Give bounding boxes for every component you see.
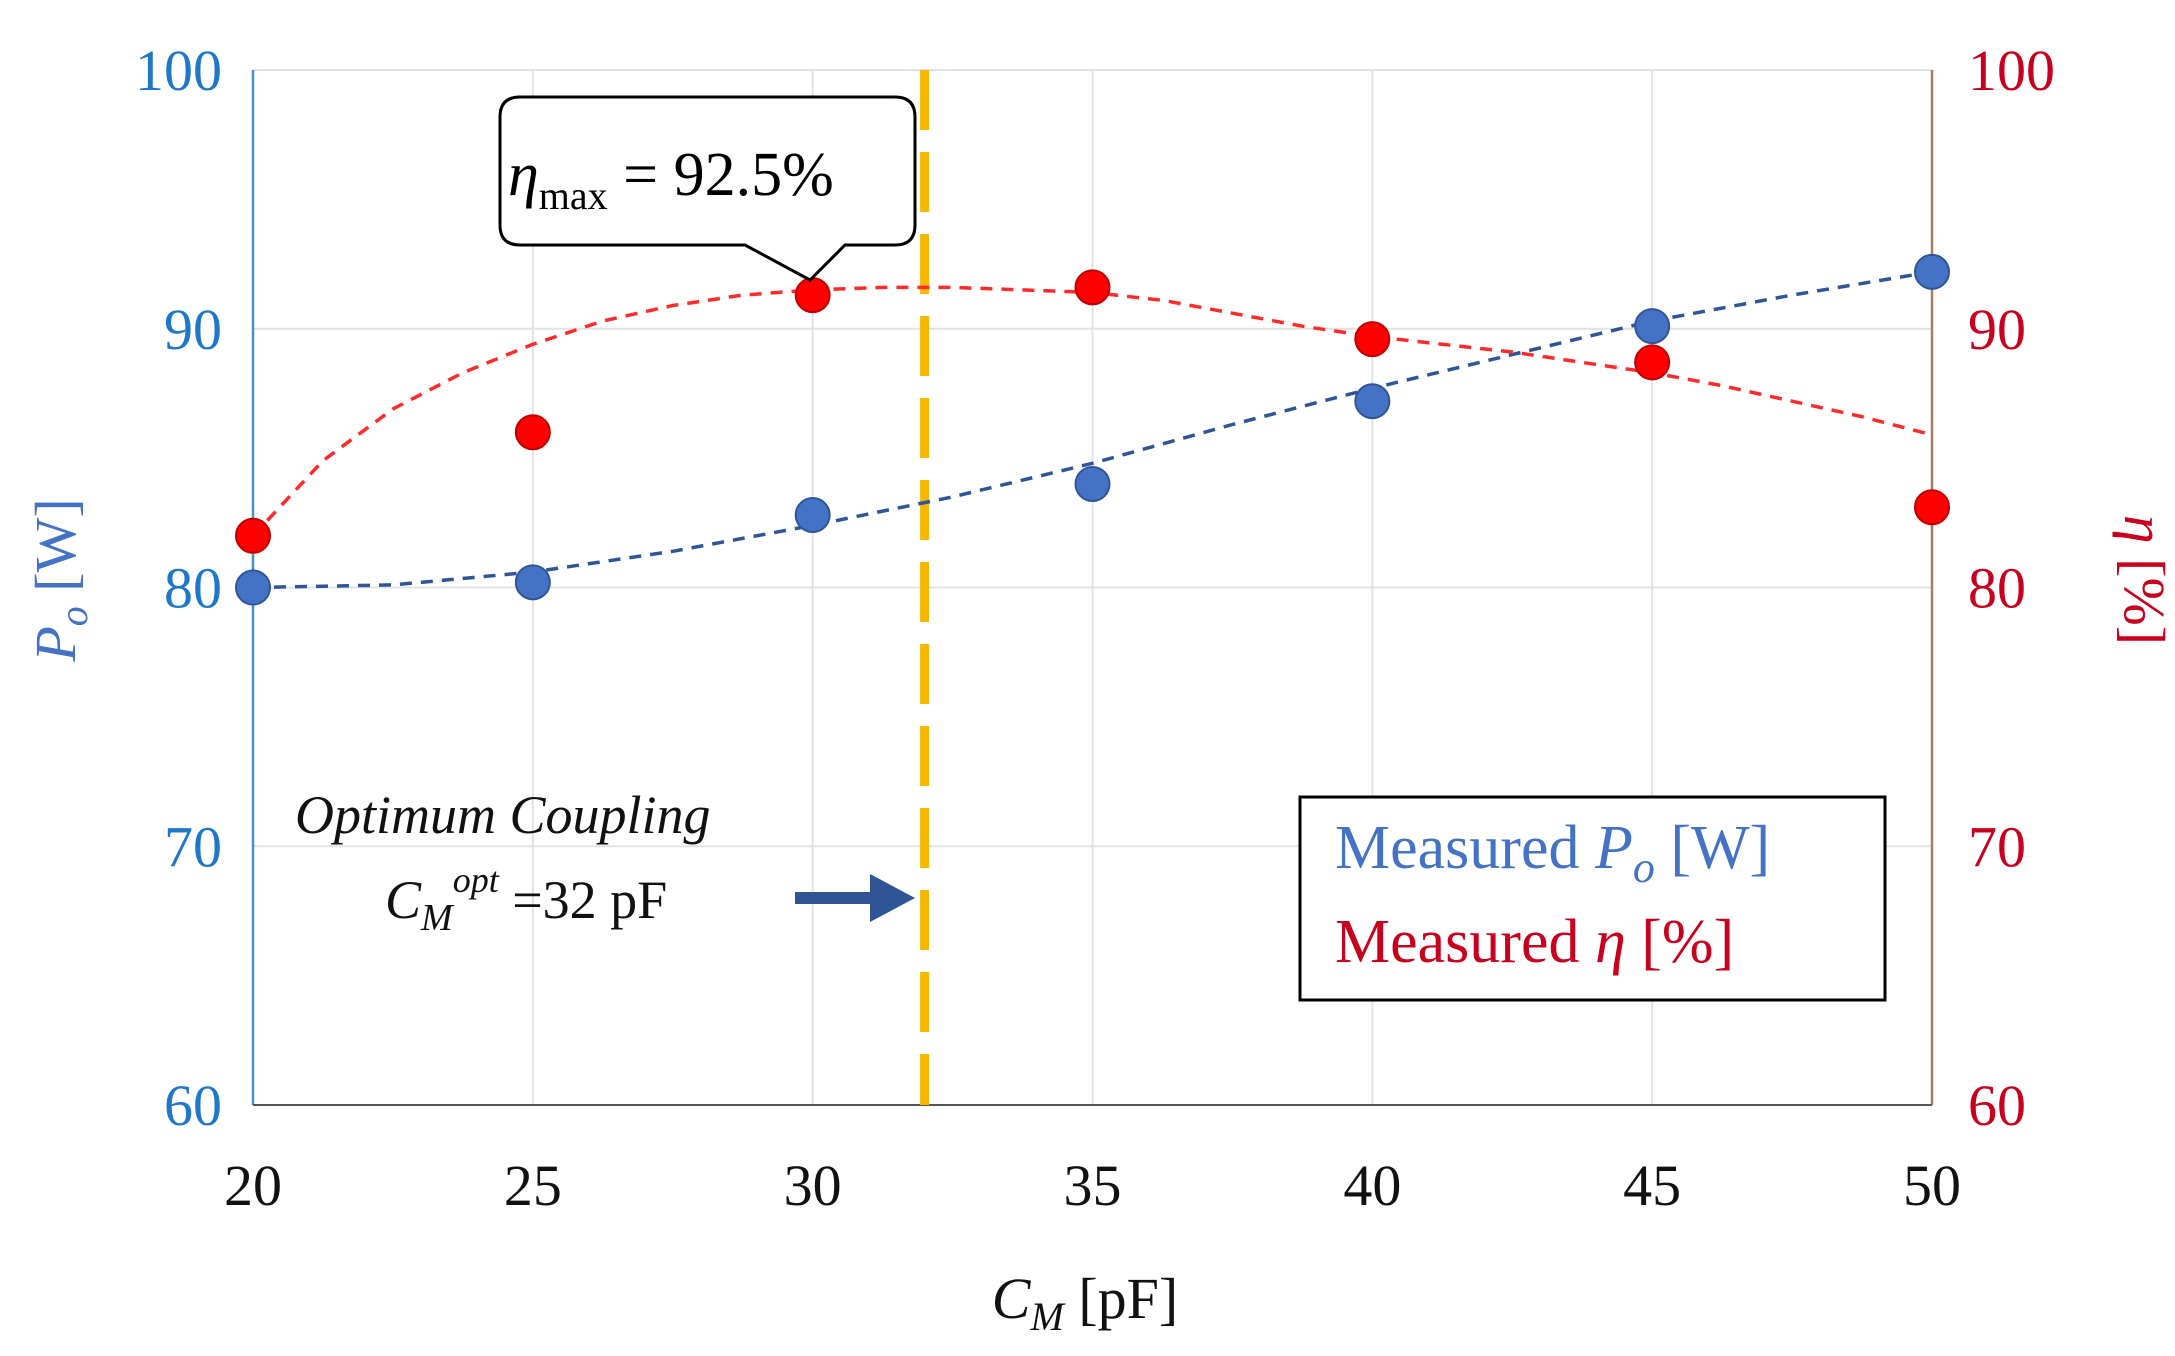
y-left-tick-label: 70 (164, 814, 222, 879)
x-tick-label: 40 (1343, 1153, 1401, 1218)
eta-marker (1634, 344, 1671, 381)
y-left-tick-label: 100 (135, 38, 222, 103)
y-left-tick-label: 80 (164, 556, 222, 621)
legend-box (1298, 795, 1887, 1002)
y-left-tick-labels: 60 70 80 90 100 (135, 38, 222, 1138)
eta-max-callout: ηmax = 92.5% (498, 95, 917, 282)
legend-entry-po: Measured Po [W] (1335, 814, 1770, 892)
optimum-coupling-value: CMopt =32 pF (385, 860, 667, 939)
po-marker (1354, 383, 1391, 420)
x-tick-label: 20 (224, 1153, 282, 1218)
po-marker (235, 569, 271, 606)
optimum-arrow (795, 874, 915, 922)
callout-bubble (498, 95, 917, 282)
x-tick-label: 45 (1623, 1153, 1681, 1218)
y-right-tick-labels: 60 70 80 90 100 (1968, 38, 2055, 1138)
eta-marker (1914, 489, 1950, 526)
x-tick-label: 50 (1903, 1153, 1961, 1218)
y-axis-right-label: η [%] (2112, 515, 2175, 645)
po-marker (1634, 308, 1671, 345)
eta-marker (794, 277, 831, 314)
x-tick-label: 25 (504, 1153, 562, 1218)
y-axis-left-label: Po [W] (23, 498, 96, 662)
po-marker (1914, 253, 1950, 290)
y-right-tick-label: 70 (1968, 814, 2026, 879)
x-axis-label: CM [pF] (992, 1266, 1178, 1339)
data-markers (235, 253, 1950, 606)
x-tick-label: 30 (784, 1153, 842, 1218)
y-right-tick-label: 90 (1968, 297, 2026, 362)
po-marker (794, 497, 831, 534)
eta-marker (1074, 269, 1111, 306)
po-marker (1074, 466, 1111, 502)
po-marker (514, 564, 551, 601)
y-left-tick-label: 60 (164, 1073, 222, 1138)
y-right-tick-label: 80 (1968, 556, 2026, 621)
eta-marker (235, 517, 271, 554)
y-right-tick-label: 100 (1968, 38, 2055, 103)
eta-marker (514, 414, 551, 451)
arrow-head (870, 874, 915, 922)
legend: Measured Po [W] Measured η [%] (1298, 795, 1887, 1002)
x-tick-labels: 20 25 30 35 40 45 50 (224, 1153, 1961, 1218)
y-right-tick-label: 60 (1968, 1073, 2026, 1138)
eta-marker (1354, 321, 1391, 358)
y-left-tick-label: 90 (164, 297, 222, 362)
legend-entry-eta: Measured η [%] (1335, 908, 1734, 976)
callout-text: ηmax = 92.5% (508, 141, 834, 218)
x-tick-label: 35 (1064, 1153, 1122, 1218)
optimum-coupling-title: Optimum Coupling (295, 785, 711, 845)
